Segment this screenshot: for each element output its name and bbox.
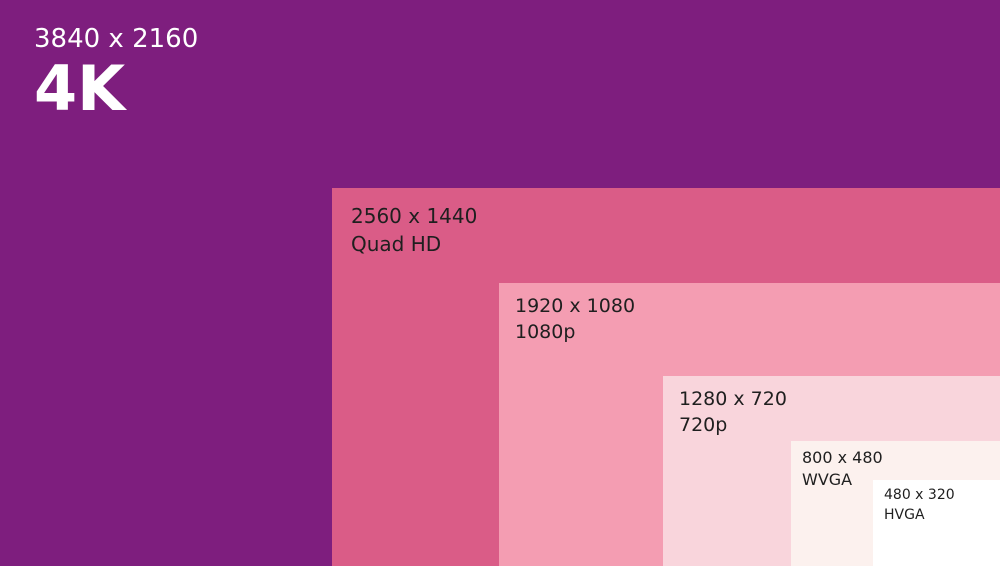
format-name: WVGA bbox=[802, 470, 853, 489]
resolution: 1280 x 720 bbox=[679, 388, 787, 410]
format-name: 720p bbox=[679, 414, 728, 436]
format-name: HVGA bbox=[884, 507, 925, 523]
format-name: Quad HD bbox=[351, 232, 442, 256]
resolution: 1920 x 1080 bbox=[515, 295, 636, 317]
format-name: 4K bbox=[34, 52, 126, 125]
resolution: 3840 x 2160 bbox=[34, 24, 199, 54]
format-name: 1080p bbox=[515, 321, 576, 343]
resolution: 480 x 320 bbox=[884, 487, 955, 503]
resolution: 800 x 480 bbox=[802, 448, 883, 467]
panel-hvga: 480 x 320 HVGA bbox=[873, 480, 1000, 566]
resolution: 2560 x 1440 bbox=[351, 204, 478, 228]
